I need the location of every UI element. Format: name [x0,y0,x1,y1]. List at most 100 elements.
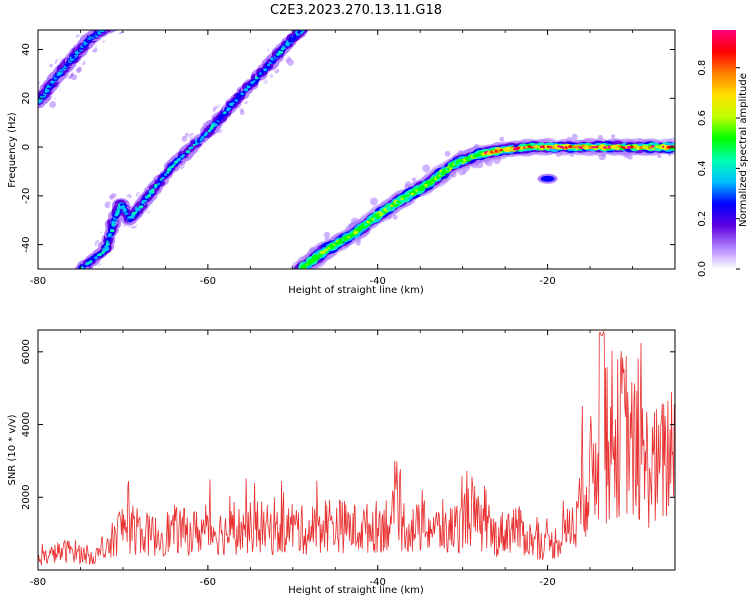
spectral-cell [154,183,158,187]
spectral-cell [446,168,450,171]
colorbar-tick-label: 0.0 [697,261,708,277]
snr-x-tick-label: -80 [30,577,46,588]
spectral-cell [108,21,118,29]
spectral-halo-speck [103,13,110,20]
spectral-cell [403,195,407,198]
spectral-cell [215,121,219,124]
spectral-cell [223,111,227,114]
spectral-halo-speck [103,13,109,19]
spectral-cell [112,24,116,27]
spectral-cell [303,264,307,267]
spectral-cell [108,24,113,28]
spectral-cell [108,26,111,28]
spectral-cell [108,22,117,29]
spectral-cell [107,30,114,31]
spectral-halo-speck [185,132,189,137]
spectral-cell [363,223,368,226]
spectral-halo-speck [107,19,114,26]
spectral-cell [151,188,155,191]
spectral-cell [420,185,425,189]
spectral-cell [105,26,108,28]
spectral-cell [106,30,108,31]
spectral-halo-speck [323,231,331,239]
spectral-cell [220,114,225,118]
spectral-cell [551,146,555,149]
spectral-cell [142,199,146,203]
spectral-cell [110,22,118,28]
spectral-cell [109,30,110,31]
spectral-cell [105,24,112,29]
spectral-cell [94,256,98,260]
spectral-cell [107,23,114,28]
spectral-cell [111,22,117,26]
spectral-cell [190,146,194,149]
spectral-cell [181,154,185,157]
spectral-cell [194,142,198,146]
spectrogram-x-tick-label: -20 [539,276,555,287]
spectral-cell [622,146,627,150]
spectral-cell [128,218,132,221]
spectral-halo-speck [97,30,101,31]
colorbar-gradient [712,30,736,269]
spectral-cell [112,24,116,27]
spectral-cell [135,209,139,212]
spectral-cell [106,30,109,31]
spectral-cell [441,171,445,175]
spectral-cell [235,97,240,100]
spectral-cell [108,23,115,29]
spectral-halo-speck [99,24,104,29]
colorbar: 0.0 0.2 0.4 0.6 0.8 Normalized spectral ampl… [697,30,749,277]
spectral-cell [107,25,111,28]
spectral-cell [108,26,111,28]
spectral-cell [108,30,118,31]
spectral-cell [110,24,114,27]
spectral-cell [108,25,113,29]
spectral-cell [639,145,644,150]
spectral-cell [112,30,117,31]
snr-y-axis-label: SNR (10 * v/v) [7,414,18,485]
spectral-cell [231,102,235,105]
spectral-cell [109,23,116,28]
spectral-cell [104,26,109,29]
spectrogram-y-tick-label: 20 [21,92,32,105]
spectral-cell [107,238,112,242]
spectral-cell [390,204,394,207]
spectral-cell [99,252,102,256]
chart-title: C2E3.2023.270.13.11.G18 [270,3,442,18]
spectral-cell [443,170,447,173]
colorbar-tick-label: 0.6 [697,110,708,126]
spectral-cell [234,99,239,102]
spectral-cell [109,24,115,28]
spectral-cell [177,157,182,161]
spectral-cell [120,203,124,206]
spectral-cell [103,26,109,30]
spectral-cell [516,146,521,150]
spectral-cell [109,25,112,28]
spectrogram-x-ticks: -80 -60 -40 -20 [30,30,676,287]
spectral-cell [424,184,428,187]
colorbar-ticks: 0.0 0.2 0.4 0.6 0.8 [697,60,740,277]
spectral-cell [110,30,117,31]
spectral-cell [103,26,107,29]
spectral-cell [617,145,622,148]
colorbar-label: Normalized spectral amplitude [738,73,749,227]
spectral-cell [258,72,262,75]
spectral-cell [64,63,69,67]
spectral-cell [107,25,111,28]
snr-x-axis-label: Height of straight line (km) [288,585,424,596]
spectrogram-x-tick-label: -60 [200,276,216,287]
snr-x-ticks: -80 -60 -40 -20 [30,330,676,588]
spectral-cell [108,23,118,30]
spectral-cell [109,30,119,32]
spectral-cell [172,163,176,166]
spectral-halo-speck [101,16,105,20]
snr-y-ticks: 2000 4000 6000 [21,339,675,510]
spectral-cell [350,233,355,237]
spectral-cell [406,194,410,197]
spectral-cell [557,145,561,148]
spectral-cell [111,24,116,28]
spectral-cell [105,26,108,28]
spectral-cell [107,25,111,28]
spectral-cell [106,25,112,30]
